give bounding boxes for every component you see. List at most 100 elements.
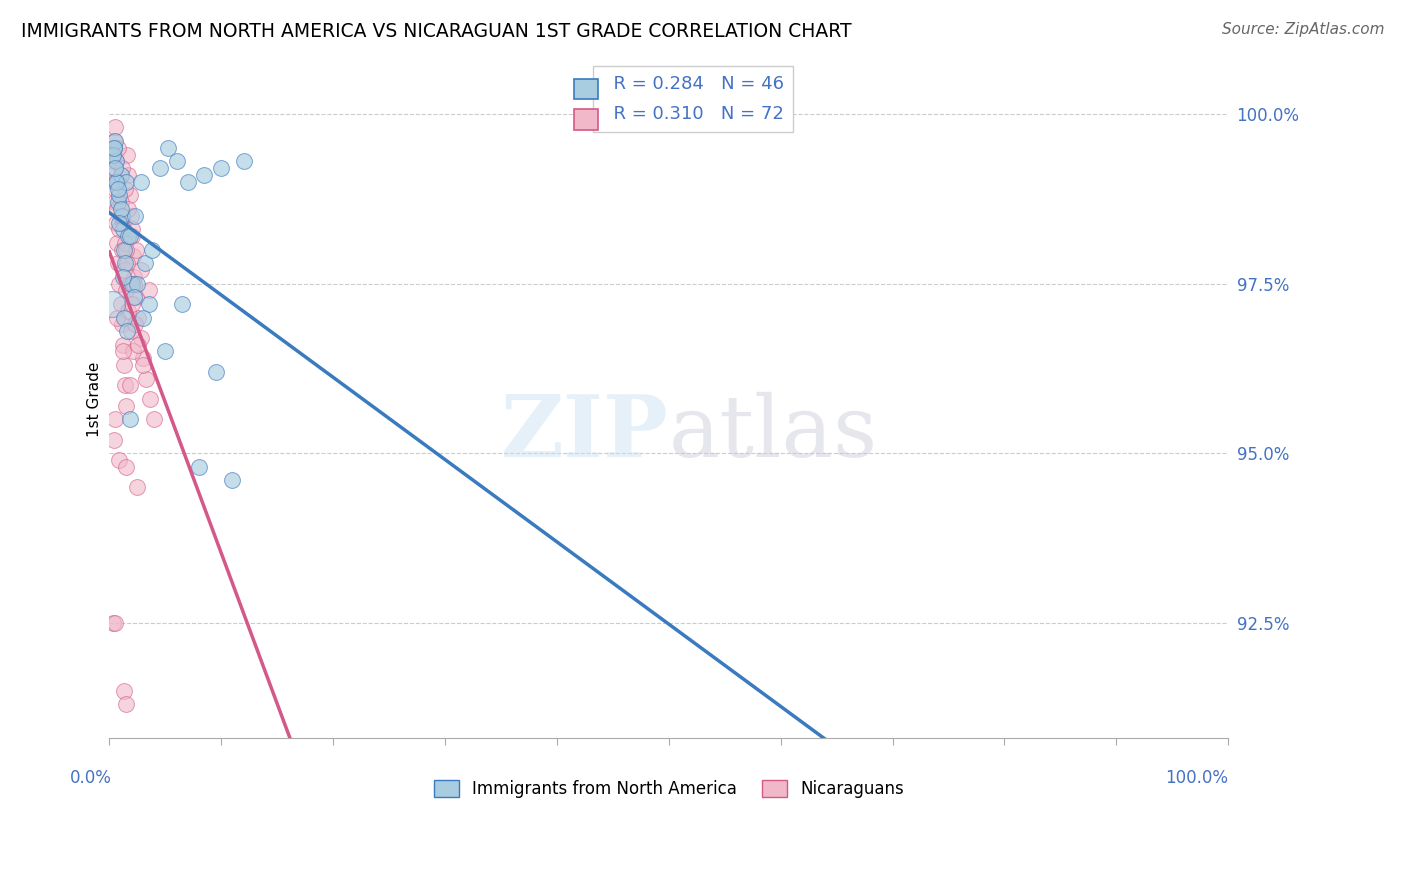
- Point: [132, 358, 155, 372]
- Point: [108, 453, 131, 467]
- Text: 100.0%: 100.0%: [1166, 769, 1229, 787]
- Legend: Immigrants from North America, Nicaraguans: Immigrants from North America, Nicaragua…: [427, 773, 911, 805]
- Point: [193, 168, 215, 182]
- Point: [107, 256, 129, 270]
- Point: [117, 256, 139, 270]
- Point: [122, 269, 145, 284]
- Point: [111, 269, 134, 284]
- Point: [104, 181, 127, 195]
- Y-axis label: 1st Grade: 1st Grade: [87, 361, 103, 437]
- Point: [110, 297, 132, 311]
- Point: [114, 378, 136, 392]
- Point: [115, 243, 138, 257]
- Text: 0.0%: 0.0%: [70, 769, 112, 787]
- Point: [127, 310, 149, 325]
- Point: [108, 188, 131, 202]
- Point: [105, 175, 128, 189]
- Point: [110, 168, 132, 182]
- Point: [172, 297, 194, 311]
- Point: [117, 168, 139, 182]
- Point: [112, 310, 135, 325]
- Point: [117, 324, 139, 338]
- Text: IMMIGRANTS FROM NORTH AMERICA VS NICARAGUAN 1ST GRADE CORRELATION CHART: IMMIGRANTS FROM NORTH AMERICA VS NICARAG…: [21, 22, 852, 41]
- Point: [101, 161, 124, 176]
- Point: [114, 256, 136, 270]
- Point: [127, 277, 149, 291]
- Point: [105, 215, 128, 229]
- Point: [110, 202, 132, 216]
- Point: [111, 222, 134, 236]
- Point: [104, 412, 127, 426]
- Point: [111, 209, 134, 223]
- Point: [149, 161, 172, 176]
- Point: [111, 337, 134, 351]
- Point: [118, 412, 141, 426]
- Point: [121, 277, 143, 291]
- Point: [107, 195, 129, 210]
- Point: [127, 337, 149, 351]
- Point: [103, 175, 125, 189]
- Point: [122, 344, 145, 359]
- Point: [187, 459, 209, 474]
- Text: R = 0.284   N = 46
  R = 0.310   N = 72: R = 0.284 N = 46 R = 0.310 N = 72: [602, 75, 783, 123]
- Point: [108, 215, 131, 229]
- Point: [117, 202, 139, 216]
- Point: [134, 256, 156, 270]
- Point: [204, 365, 226, 379]
- Point: [107, 175, 129, 189]
- Text: Source: ZipAtlas.com: Source: ZipAtlas.com: [1222, 22, 1385, 37]
- Point: [105, 202, 128, 216]
- Point: [111, 161, 134, 176]
- Point: [129, 263, 152, 277]
- Point: [122, 277, 145, 291]
- Point: [111, 344, 134, 359]
- Point: [108, 277, 131, 291]
- Point: [118, 277, 141, 291]
- Point: [176, 175, 198, 189]
- Point: [124, 318, 146, 332]
- Point: [122, 290, 145, 304]
- Point: [114, 235, 136, 250]
- Point: [141, 243, 163, 257]
- Point: [105, 175, 128, 189]
- Point: [221, 474, 243, 488]
- Point: [138, 284, 160, 298]
- Point: [122, 250, 145, 264]
- Point: [132, 310, 155, 325]
- Point: [105, 310, 128, 325]
- Point: [103, 141, 125, 155]
- Point: [121, 297, 143, 311]
- Point: [117, 303, 139, 318]
- Point: [110, 195, 132, 210]
- Point: [132, 351, 155, 366]
- Point: [110, 209, 132, 223]
- Point: [125, 290, 148, 304]
- Point: [103, 134, 125, 148]
- Point: [103, 141, 125, 155]
- Point: [111, 215, 134, 229]
- Point: [104, 195, 127, 210]
- Point: [117, 147, 139, 161]
- Point: [100, 297, 122, 311]
- Point: [112, 243, 135, 257]
- Point: [124, 209, 146, 223]
- Point: [118, 229, 141, 244]
- Point: [108, 222, 131, 236]
- Point: [104, 134, 127, 148]
- Point: [112, 263, 135, 277]
- Point: [103, 433, 125, 447]
- Point: [118, 378, 141, 392]
- Point: [104, 615, 127, 630]
- Point: [156, 141, 179, 155]
- Point: [138, 297, 160, 311]
- FancyBboxPatch shape: [574, 109, 599, 129]
- Point: [166, 154, 188, 169]
- Point: [118, 188, 141, 202]
- Point: [115, 284, 138, 298]
- Point: [155, 344, 177, 359]
- Point: [105, 235, 128, 250]
- Point: [101, 154, 124, 169]
- Point: [100, 141, 122, 155]
- Point: [101, 147, 124, 161]
- Point: [135, 371, 157, 385]
